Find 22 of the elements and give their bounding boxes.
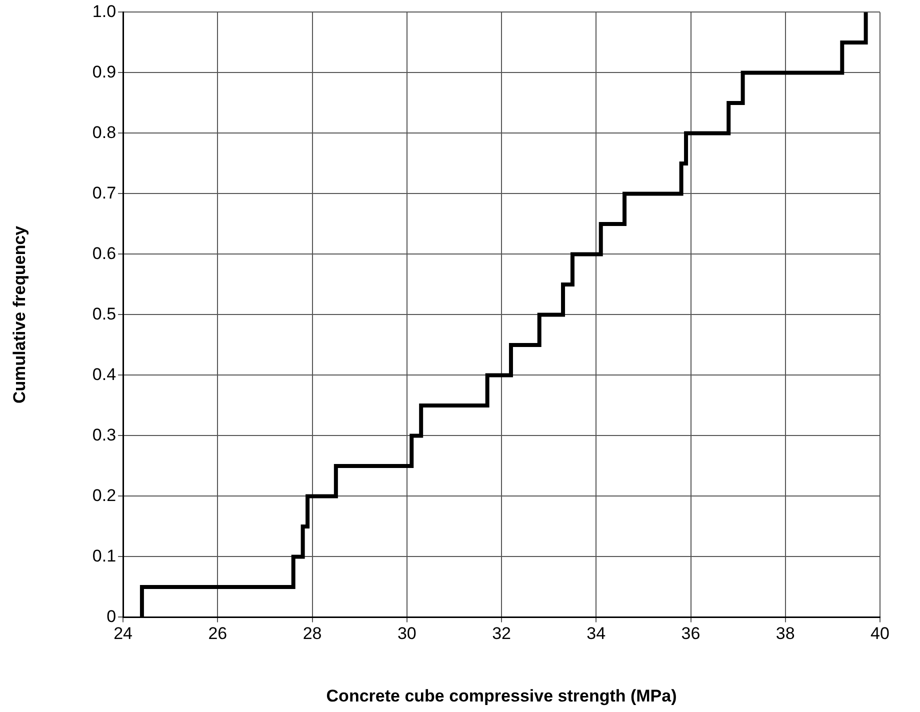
x-tick-label: 32 bbox=[492, 624, 511, 644]
x-tick-label: 34 bbox=[586, 624, 606, 644]
y-tick-label: 0.8 bbox=[92, 122, 116, 142]
y-tick-label: 0.5 bbox=[92, 304, 116, 324]
x-tick-label: 38 bbox=[776, 624, 795, 644]
x-tick-label: 28 bbox=[302, 624, 322, 644]
y-tick-label: 0.1 bbox=[92, 546, 116, 566]
y-tick-label: 0 bbox=[106, 606, 116, 626]
y-tick-label: 0.6 bbox=[92, 244, 116, 263]
x-tick-label: 24 bbox=[114, 624, 132, 644]
x-tick-label: 40 bbox=[870, 624, 890, 644]
y-tick-label: 0.4 bbox=[92, 364, 116, 384]
y-tick-label: 0.3 bbox=[92, 425, 116, 444]
x-tick-label: 36 bbox=[681, 624, 700, 644]
y-tick-label: 0.9 bbox=[92, 62, 116, 82]
y-tick-label: 0.2 bbox=[92, 486, 116, 505]
x-tick-label: 30 bbox=[397, 624, 416, 644]
y-axis-title: Cumulative frequency bbox=[10, 225, 29, 404]
x-axis-title: Concrete cube compressive strength (MPa) bbox=[326, 686, 677, 706]
y-tick-label: 0.7 bbox=[92, 183, 116, 202]
x-tick-label: 26 bbox=[208, 624, 228, 644]
y-tick-label: 1.0 bbox=[92, 2, 116, 21]
